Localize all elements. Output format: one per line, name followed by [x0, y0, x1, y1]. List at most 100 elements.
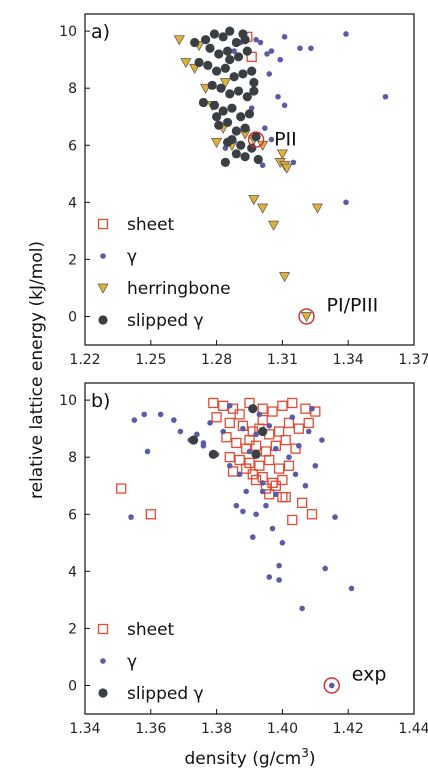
data-point: [253, 511, 259, 518]
data-point: [269, 525, 276, 532]
data-point: [243, 488, 250, 495]
y-axis-label: relative lattice energy (kJ/mol): [27, 241, 47, 499]
data-point: [280, 491, 291, 503]
x-tick-label: 1.25: [135, 352, 166, 368]
data-point: [220, 157, 230, 167]
panel-label: b): [91, 390, 110, 412]
legend-marker: [97, 218, 109, 230]
data-point: [214, 120, 224, 130]
data-point: [116, 483, 127, 494]
data-point: [287, 514, 298, 526]
data-point: [236, 471, 243, 478]
data-point: [300, 312, 313, 323]
data-point: [251, 449, 261, 459]
data-point: [249, 534, 256, 540]
data-point: [242, 46, 252, 56]
data-point: [270, 480, 281, 491]
x-tick-label: 1.42: [333, 721, 364, 737]
data-point: [226, 462, 233, 469]
data-point: [289, 414, 296, 421]
data-point: [292, 471, 299, 478]
annotation-label: PII: [274, 129, 297, 151]
data-point: [226, 403, 233, 409]
data-point: [257, 203, 269, 214]
x-tick-label: 1.34: [333, 352, 364, 368]
data-point: [260, 446, 272, 457]
data-point: [212, 66, 222, 76]
data-point: [247, 66, 257, 76]
annotation-circle: [247, 131, 265, 148]
y-tick-label: 0: [68, 678, 77, 694]
data-point: [244, 109, 255, 119]
data-point: [308, 45, 314, 52]
data-point: [273, 463, 285, 474]
data-point: [238, 29, 248, 39]
data-point: [312, 462, 319, 469]
data-point: [231, 37, 241, 48]
data-point: [258, 426, 268, 437]
data-point: [209, 29, 220, 39]
x-axis-label: density (g/cm3): [184, 746, 315, 769]
plot-frame: [84, 382, 415, 715]
data-point: [207, 80, 217, 90]
annotation-circle: [323, 677, 340, 694]
x-tick-label: 1.40: [267, 721, 298, 737]
data-point: [240, 508, 246, 515]
data-point: [276, 577, 282, 583]
data-point: [144, 448, 151, 455]
data-point: [246, 448, 253, 455]
data-point: [211, 412, 222, 423]
data-point: [273, 426, 285, 437]
data-point: [234, 409, 245, 420]
series-γ: [128, 403, 355, 689]
y-tick-label: 10: [59, 393, 77, 409]
data-point: [236, 140, 246, 150]
data-point: [253, 154, 263, 165]
legend-label: sheet: [127, 215, 175, 235]
data-point: [233, 52, 244, 62]
data-point: [287, 397, 298, 409]
data-point: [190, 37, 200, 48]
data-point: [343, 31, 349, 37]
data-point: [257, 414, 268, 426]
data-point: [277, 400, 288, 411]
data-point: [266, 574, 273, 580]
data-point: [241, 463, 252, 474]
data-point: [227, 466, 239, 477]
data-point: [171, 417, 177, 423]
data-point: [281, 34, 288, 40]
data-point: [188, 435, 199, 445]
data-point: [198, 97, 209, 108]
data-point: [262, 125, 268, 131]
data-point: [231, 437, 242, 449]
data-point: [290, 443, 301, 454]
series-slipped-γ: [190, 26, 263, 167]
data-point: [220, 63, 230, 73]
data-point: [310, 406, 321, 417]
data-point: [273, 445, 279, 452]
data-point: [231, 126, 241, 136]
data-point: [180, 58, 192, 69]
data-point: [257, 39, 264, 46]
y-tick-label: 2: [68, 621, 77, 637]
data-point: [283, 460, 295, 471]
data-point: [296, 497, 308, 508]
data-point: [259, 480, 266, 486]
data-point: [240, 425, 246, 432]
data-point: [263, 502, 269, 509]
data-point: [242, 92, 252, 102]
data-point: [214, 49, 224, 59]
data-point: [293, 423, 305, 434]
data-point: [267, 477, 278, 489]
data-point: [277, 491, 288, 503]
data-point: [209, 100, 220, 110]
data-point: [302, 482, 309, 489]
data-point: [244, 457, 255, 469]
data-point: [254, 460, 265, 471]
data-point: [266, 71, 273, 77]
data-point: [328, 682, 335, 689]
data-point: [311, 203, 324, 214]
data-point: [244, 434, 255, 446]
x-tick-label: 1.38: [201, 721, 232, 737]
data-point: [225, 26, 235, 36]
